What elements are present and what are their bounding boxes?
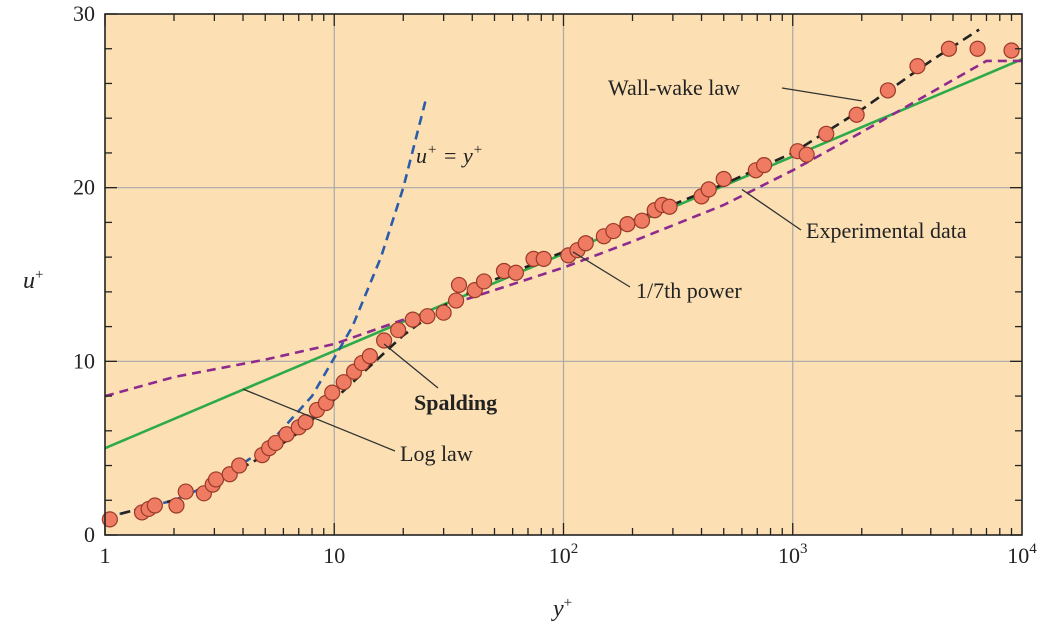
data-point — [324, 384, 341, 401]
data-point — [475, 273, 493, 290]
data-point — [267, 434, 284, 452]
y-tick-label: 20 — [73, 175, 95, 200]
data-point — [231, 457, 248, 474]
annotation-leader — [383, 343, 439, 389]
data-point — [700, 181, 717, 198]
data-point — [450, 276, 468, 294]
power-law-label: 1/7th power — [636, 278, 742, 303]
data-point — [818, 125, 835, 142]
y-tick-label: 30 — [73, 1, 95, 26]
data-point — [404, 311, 421, 328]
data-point — [419, 308, 436, 325]
x-axis-title: y+ — [551, 595, 572, 622]
data-point — [168, 497, 185, 514]
annotation-leader — [781, 87, 862, 102]
annotation-leader — [741, 188, 802, 231]
data-point — [177, 483, 194, 500]
data-point — [715, 170, 732, 188]
linear-law-label: u+ = y+ — [416, 142, 483, 168]
y-axis-title: u+ — [23, 267, 43, 294]
data-point — [879, 82, 896, 99]
data-point — [633, 212, 651, 229]
data-point — [361, 348, 378, 365]
data-point — [535, 250, 552, 267]
experimental-data-label: Experimental data — [806, 218, 967, 243]
data-point — [146, 497, 163, 514]
data-point — [507, 264, 525, 281]
annotations: u+ = y+ Wall-wake law Experimental data … — [400, 75, 967, 466]
data-point — [435, 304, 452, 321]
wall-wake-label: Wall-wake law — [608, 75, 740, 100]
data-point — [756, 156, 773, 174]
power-law-line — [104, 59, 1022, 398]
data-point — [798, 146, 815, 163]
y-tick-label: 0 — [84, 522, 95, 547]
y-tick-label: 10 — [73, 348, 95, 373]
data-point — [969, 40, 986, 57]
data-point — [335, 374, 352, 391]
data-point — [848, 106, 865, 123]
x-tick-label: 104 — [1007, 541, 1037, 568]
annotation-leaders — [242, 87, 862, 452]
annotation-leader — [242, 388, 396, 452]
data-point — [376, 332, 393, 349]
x-tick-label: 1 — [100, 543, 111, 568]
x-tick-label: 103 — [778, 541, 808, 568]
data-point — [577, 235, 594, 252]
data-point — [605, 222, 622, 240]
data-point — [101, 511, 118, 528]
data-point — [278, 426, 295, 443]
data-point — [661, 198, 678, 215]
data-point — [447, 292, 465, 309]
experimental-data-markers — [101, 40, 1020, 528]
spalding-label: Spalding — [414, 390, 497, 415]
x-tick-label: 102 — [549, 541, 579, 568]
linear-law-line — [104, 100, 427, 519]
log-law-label: Log law — [400, 441, 473, 466]
annotation-leader — [572, 251, 631, 288]
data-point — [1003, 42, 1020, 59]
data-point — [390, 321, 407, 339]
axis-ticks: 1 10 102 103 104 0 10 20 30 — [73, 1, 1037, 568]
data-point — [619, 216, 636, 233]
data-point — [940, 40, 958, 57]
x-tick-label: 10 — [323, 543, 345, 568]
data-point — [909, 57, 926, 75]
data-point — [207, 471, 225, 488]
